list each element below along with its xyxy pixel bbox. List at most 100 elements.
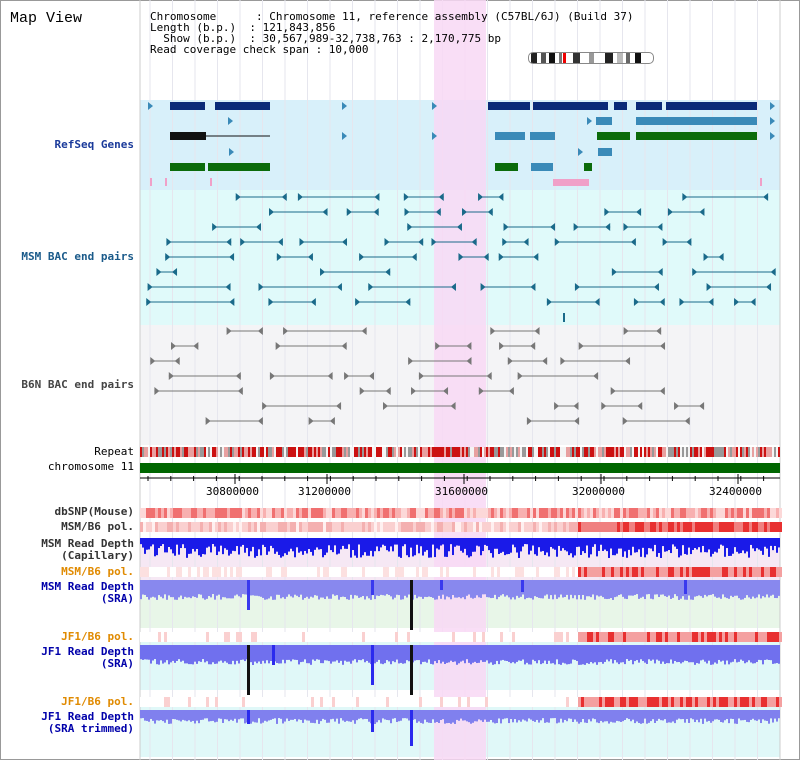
msm-sra-depth-bar <box>706 580 708 597</box>
repeat-cell <box>328 447 330 457</box>
msm-pol2-cell <box>665 567 668 577</box>
gene <box>598 148 612 156</box>
msm-pol2-cell <box>605 567 608 577</box>
msm-pol2-cell <box>278 567 281 577</box>
dbsnp-cell <box>353 508 356 518</box>
msm-sra-depth-bar <box>484 580 486 595</box>
msm-pol2-cell <box>266 567 269 577</box>
jf1-pol-cell <box>398 632 401 642</box>
msm-pol-cell <box>563 522 566 532</box>
jf1-sra-depth-bar <box>756 645 758 662</box>
jf1-sra-depth-bar <box>654 645 656 664</box>
repeat-cell <box>344 447 346 457</box>
msm-pol-cell <box>620 522 623 532</box>
jf1-pol-cell <box>692 632 695 642</box>
jf1-sra-depth-bar <box>384 645 386 664</box>
page-title: Map View <box>10 10 83 27</box>
info-length: Length (b.p.) : 121,843,856 <box>150 21 336 34</box>
repeat-cell <box>430 447 432 457</box>
repeat-cell <box>662 447 664 457</box>
jf1-sra-depth-bar <box>774 645 776 664</box>
repeat-cell <box>628 447 630 457</box>
jf1-pol2-cell <box>470 697 473 707</box>
jf1-trim-depth-bar <box>350 710 352 722</box>
msm-sra-depth-bar <box>310 580 312 597</box>
msm-bac-mark <box>563 313 565 322</box>
msm-capillary-depth-bar <box>272 538 274 549</box>
repeat-cell <box>732 447 734 457</box>
msm-capillary-depth-bar <box>722 538 724 546</box>
dbsnp-cell <box>713 508 716 518</box>
jf1-pol2-cell <box>551 697 554 707</box>
jf1-pol-cell <box>434 632 437 642</box>
jf1-pol-cell <box>452 632 455 642</box>
chromosome-ideogram[interactable] <box>528 52 654 64</box>
repeat-cell <box>516 447 518 457</box>
dbsnp-cell <box>458 508 461 518</box>
msm-pol-cell <box>239 522 242 532</box>
jf1-trim-depth-bar <box>186 710 188 722</box>
msm-capillary-depth-bar <box>536 538 538 556</box>
msm-pol2-cell <box>455 567 458 577</box>
jf1-trim-depth-bar <box>546 710 548 723</box>
b6n-bac-pair-end <box>150 357 156 365</box>
msm-capillary-depth-bar <box>368 538 370 556</box>
jf1-sra-depth-bar <box>658 645 660 661</box>
msm-sra-depth-bar <box>224 580 226 598</box>
dbsnp-cell <box>767 508 770 518</box>
msm-pol-cell <box>155 522 158 532</box>
jf1-sra-depth-bar <box>300 645 302 663</box>
repeat-cell <box>396 447 398 457</box>
dbsnp-cell <box>149 508 152 518</box>
jf1-sra-depth-bar <box>656 645 658 660</box>
jf1-trim-depth-bar <box>304 710 306 720</box>
jf1-trim-depth-bar <box>416 710 418 723</box>
repeat-cell <box>590 447 592 457</box>
dbsnp-cell <box>356 508 359 518</box>
msm-sra-depth-bar <box>486 580 488 598</box>
track-label-msm-bac: MSM BAC end pairs <box>21 250 134 263</box>
jf1-pol-cell <box>440 632 443 642</box>
msm-sra-depth-bar <box>176 580 178 600</box>
msm-capillary-depth-bar <box>768 538 770 557</box>
repeat-cell <box>314 447 316 457</box>
msm-pol-cell <box>578 522 581 532</box>
b6n-bac-pair-end <box>573 402 579 410</box>
jf1-trim-depth-bar <box>758 710 760 720</box>
msm-capillary-depth-bar <box>302 538 304 555</box>
repeat-cell <box>676 447 678 457</box>
msm-pol-cell <box>662 522 665 532</box>
dbsnp-cell <box>596 508 599 518</box>
msm-capillary-depth-bar <box>456 538 458 546</box>
gene <box>597 132 630 140</box>
jf1-pol-cell <box>635 632 638 642</box>
msm-pol2-cell <box>200 567 203 577</box>
dbsnp-cell <box>146 508 149 518</box>
b6n-bac-pair-end <box>560 357 566 365</box>
jf1-sra-depth-bar <box>390 645 392 665</box>
msm-pol2-cell <box>563 567 566 577</box>
jf1-trim-depth-bar <box>492 710 494 723</box>
msm-bac-pair-end <box>165 253 171 261</box>
jf1-trim-depth-bar <box>748 710 750 723</box>
msm-pol-cell <box>575 522 578 532</box>
jf1-pol2-cell <box>446 697 449 707</box>
repeat-cell <box>142 447 144 457</box>
jf1-trim-depth-bar <box>776 710 778 722</box>
b6n-bac-pair-end <box>235 372 241 380</box>
repeat-cell <box>714 447 716 457</box>
msm-capillary-depth-bar <box>574 538 576 556</box>
jf1-trim-depth-bar <box>626 710 628 719</box>
dbsnp-cell <box>302 508 305 518</box>
jf1-sra-depth-bar <box>534 645 536 662</box>
jf1-trim-depth-bar <box>712 710 714 722</box>
msm-sra-depth-bar <box>584 580 586 600</box>
msm-sra-depth-bar <box>474 580 476 598</box>
msm-pol2-cell <box>770 567 773 577</box>
jf1-trim-depth-bar <box>630 710 632 722</box>
jf1-sra-depth-bar <box>578 645 580 665</box>
jf1-trim-depth-bar <box>330 710 332 720</box>
msm-sra-depth-bar <box>608 580 610 599</box>
dbsnp-cell <box>449 508 452 518</box>
